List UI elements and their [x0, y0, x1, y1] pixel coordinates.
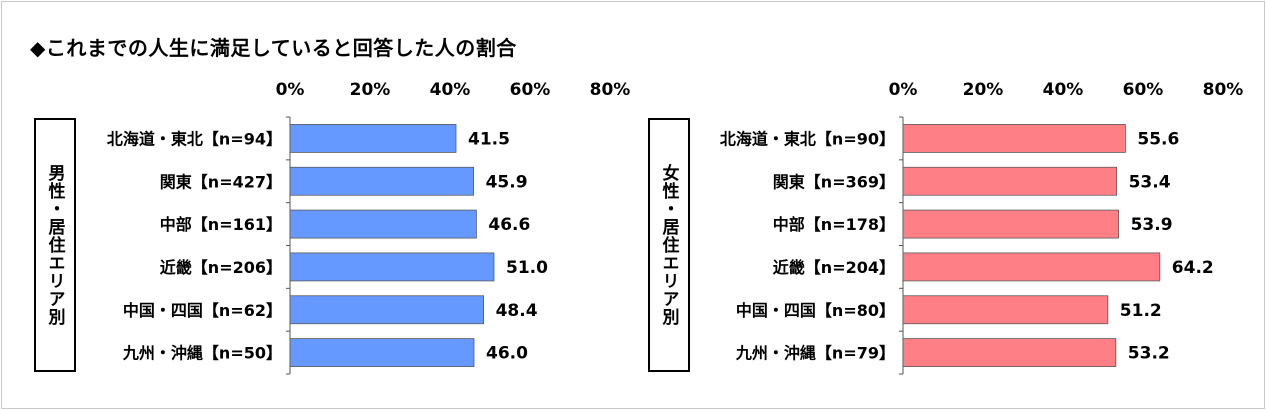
male-bar	[289, 209, 477, 239]
male-x-tick-label: 0%	[276, 80, 305, 100]
male-group-label: 男性・居住エリア別	[44, 164, 65, 326]
male-x-tick-label: 40%	[430, 80, 471, 100]
female-value-label: 53.2	[1128, 344, 1170, 364]
female-x-tick-label: 60%	[1123, 80, 1164, 100]
male-value-label: 41.5	[468, 129, 510, 149]
female-bar	[902, 338, 1117, 367]
male-x-tick-label: 20%	[350, 80, 391, 100]
female-bar	[902, 252, 1161, 282]
female-category-label: 中国・四国【n=80】	[736, 301, 895, 320]
male-category-label: 近畿【n=206】	[160, 258, 282, 277]
male-category-label: 北海道・東北【n=94】	[107, 129, 282, 148]
male-bar-chart: 0% 20% 40% 60% 80% 北海道・東北【n=94】 41.5 関東【n=427】 4…	[107, 80, 631, 375]
female-bar	[902, 209, 1120, 239]
female-value-label: 64.2	[1172, 258, 1214, 278]
chart-title: ◆これまでの人生に満足していると回答した人の割合	[30, 36, 517, 60]
female-x-tick-label: 0%	[889, 80, 918, 100]
male-bar	[289, 295, 485, 325]
male-value-label: 45.9	[486, 172, 528, 192]
male-bar	[289, 166, 475, 196]
female-bar-chart: 0% 20% 40% 60% 80% 北海道・東北【n=90】 55.6 関東【n=369】 5…	[720, 80, 1244, 375]
male-x-tick-label: 80%	[590, 80, 631, 100]
female-category-label: 九州・沖縄【n=79】	[735, 344, 895, 363]
male-value-label: 46.6	[488, 215, 530, 235]
female-category-label: 関東【n=369】	[773, 172, 895, 191]
male-value-label: 51.0	[506, 258, 548, 278]
male-group-label-box: 男性・居住エリア別	[34, 118, 76, 372]
female-bar	[902, 124, 1126, 153]
male-bar	[289, 124, 457, 153]
female-category-label: 近畿【n=204】	[773, 258, 895, 277]
female-x-tick-label: 20%	[963, 80, 1004, 100]
male-category-label: 中国・四国【n=62】	[123, 301, 282, 320]
female-value-label: 51.2	[1120, 301, 1162, 321]
female-category-label: 中部【n=178】	[773, 215, 895, 234]
female-group-label-box: 女性・居住エリア別	[648, 118, 690, 372]
female-x-tick-label: 80%	[1203, 80, 1244, 100]
male-x-tick-label: 60%	[510, 80, 551, 100]
female-value-label: 55.6	[1137, 129, 1179, 149]
female-bar	[902, 295, 1109, 325]
female-group-label: 女性・居住エリア別	[658, 164, 679, 326]
male-bar	[289, 338, 475, 367]
female-bar	[902, 166, 1118, 196]
male-category-label: 中部【n=161】	[160, 215, 282, 234]
male-value-label: 48.4	[496, 301, 538, 321]
male-category-label: 関東【n=427】	[160, 172, 282, 191]
female-value-label: 53.9	[1131, 215, 1173, 235]
male-bar	[289, 252, 495, 282]
female-value-label: 53.4	[1129, 172, 1171, 192]
female-x-tick-label: 40%	[1043, 80, 1084, 100]
female-category-label: 北海道・東北【n=90】	[720, 129, 895, 148]
male-value-label: 46.0	[486, 344, 528, 364]
male-category-label: 九州・沖縄【n=50】	[122, 344, 282, 363]
